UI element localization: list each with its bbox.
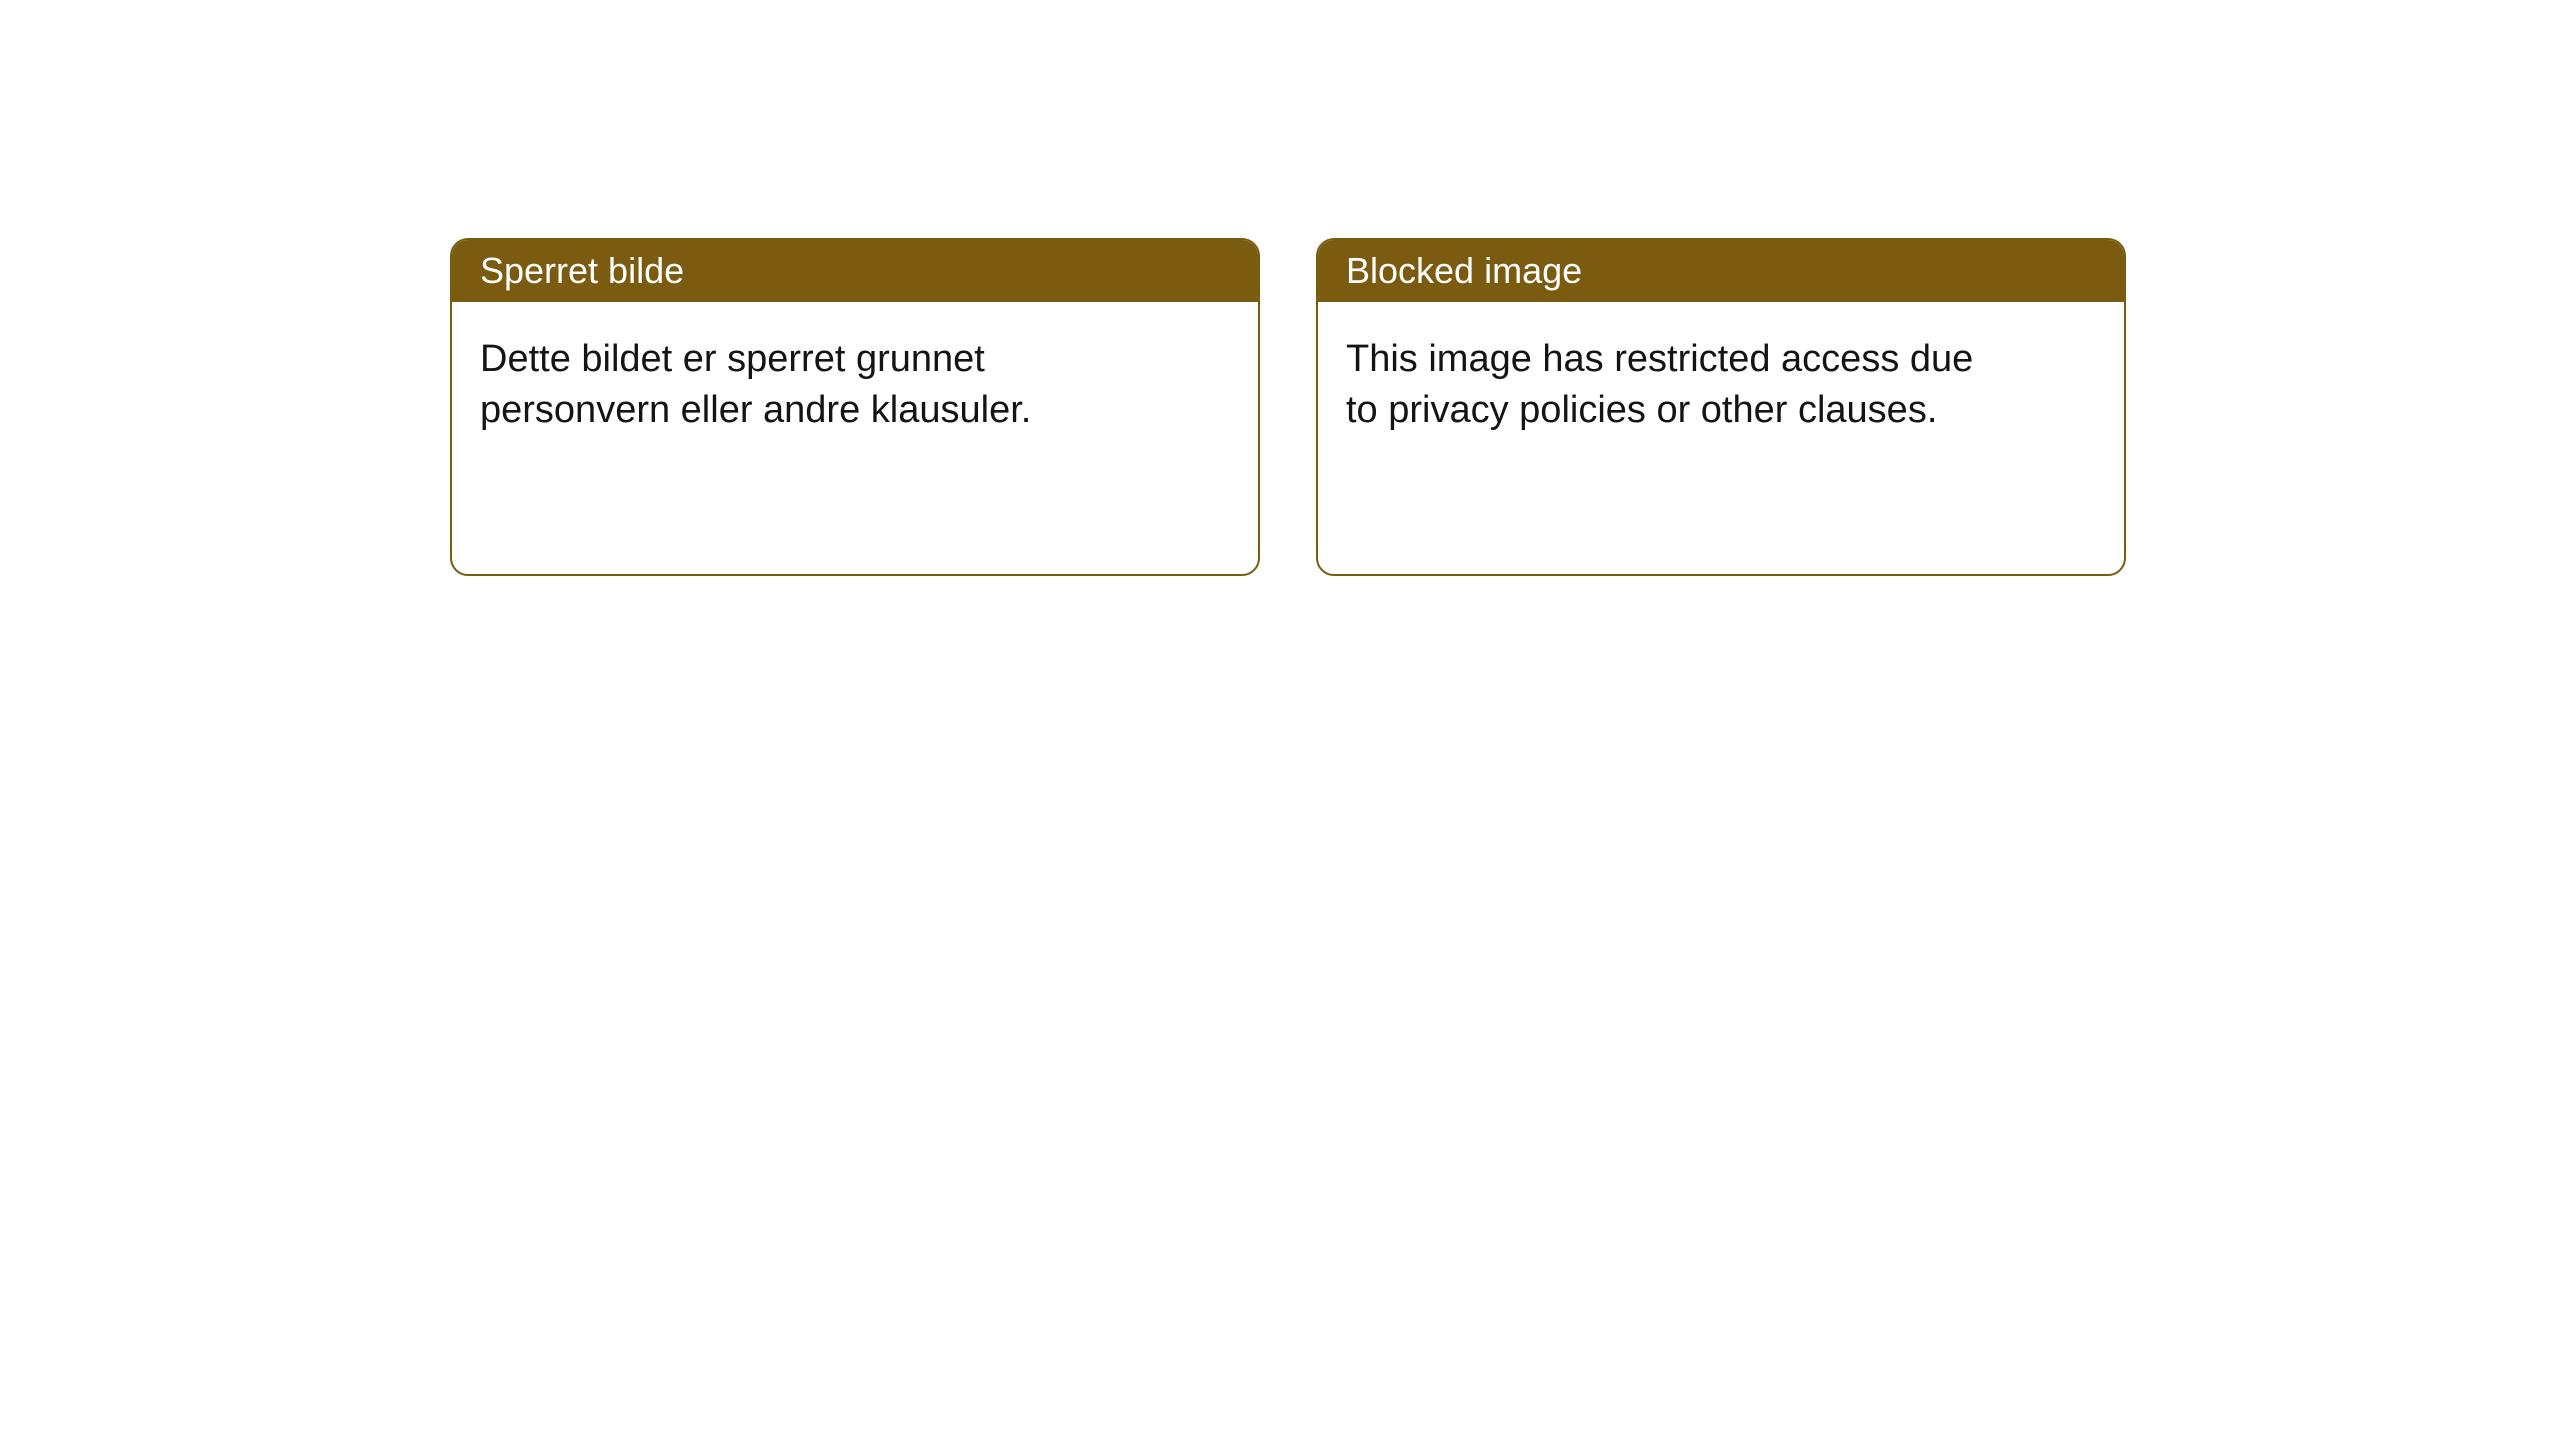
blocked-image-card-en: Blocked image This image has restricted … [1316, 238, 2126, 576]
card-header-no: Sperret bilde [452, 240, 1258, 302]
notice-container: Sperret bilde Dette bildet er sperret gr… [0, 0, 2560, 576]
card-title-en: Blocked image [1346, 250, 1582, 292]
card-body-no: Dette bildet er sperret grunnet personve… [452, 302, 1172, 469]
blocked-image-card-no: Sperret bilde Dette bildet er sperret gr… [450, 238, 1260, 576]
card-header-en: Blocked image [1318, 240, 2124, 302]
card-message-no: Dette bildet er sperret grunnet personve… [480, 338, 1031, 431]
card-message-en: This image has restricted access due to … [1346, 338, 1973, 431]
card-title-no: Sperret bilde [480, 250, 684, 292]
card-body-en: This image has restricted access due to … [1318, 302, 2038, 469]
